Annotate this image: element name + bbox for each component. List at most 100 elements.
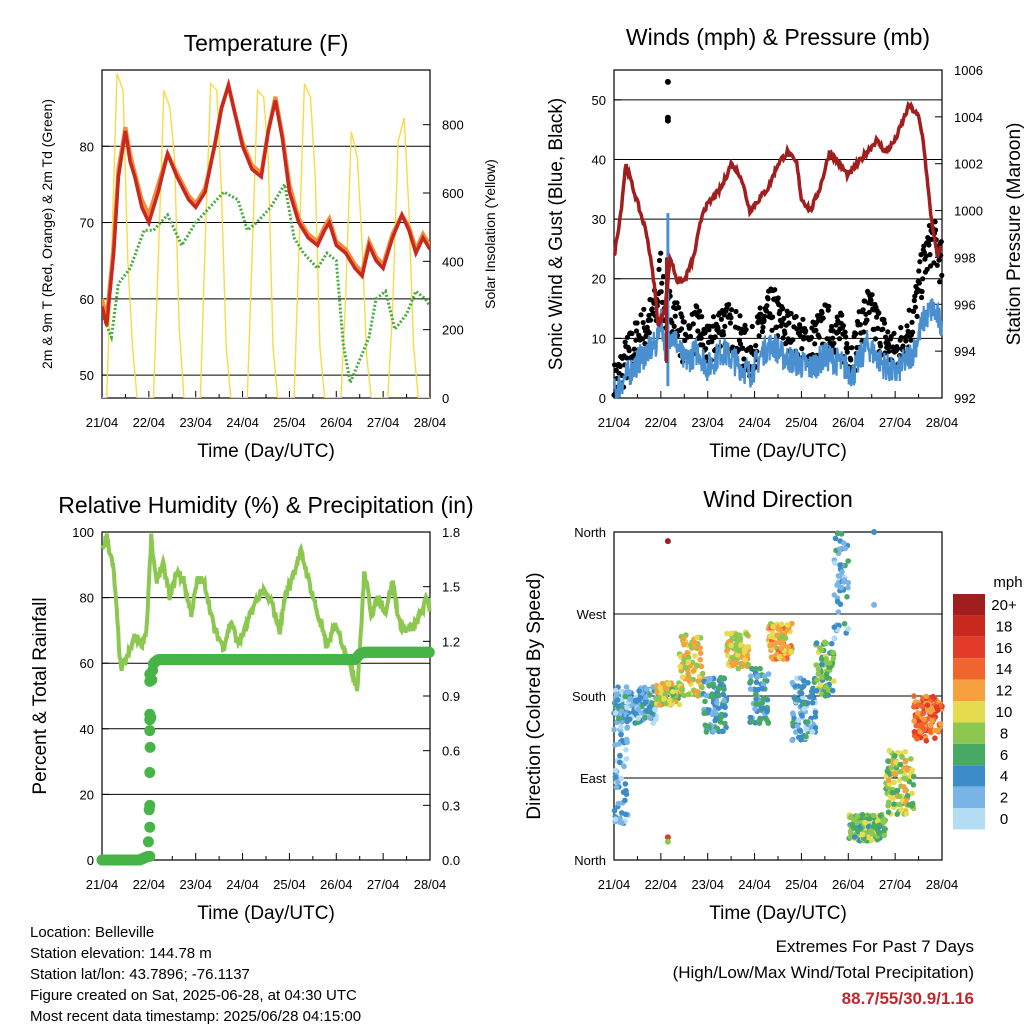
- temp-ytick-label: 80: [80, 139, 94, 154]
- gust-point: [733, 308, 739, 315]
- wdir-xtick-label: 25/04: [785, 877, 818, 892]
- gust-point: [936, 257, 942, 263]
- gust-point: [829, 323, 835, 330]
- gust-point: [830, 335, 836, 341]
- gust-point: [849, 345, 855, 351]
- wdir-point: [681, 656, 687, 663]
- winds-xtick-label: 22/04: [645, 415, 678, 430]
- wdir-point: [898, 807, 905, 813]
- wdir-point: [617, 752, 623, 759]
- wdir-point: [718, 714, 724, 721]
- wdir-point: [785, 644, 791, 650]
- temp-xtick-label: 27/04: [367, 415, 400, 430]
- station-elevation: Station elevation: 144.78 m: [30, 945, 212, 962]
- gust-point: [886, 348, 892, 354]
- wdir-point: [623, 684, 630, 690]
- colorbar-swatch: [953, 808, 985, 830]
- wdir-point: [909, 802, 915, 809]
- gust-point: [698, 335, 704, 341]
- gust-point: [682, 337, 688, 344]
- wdir-point: [722, 720, 728, 727]
- precip-point: [144, 725, 156, 737]
- gust-point: [740, 345, 746, 351]
- wdir-point: [715, 705, 722, 711]
- colorbar-label: 12: [996, 683, 1013, 700]
- wdir-point: [841, 579, 847, 585]
- gust-point: [909, 319, 915, 325]
- wdir-point: [684, 649, 691, 656]
- wdir-point: [819, 674, 825, 681]
- gust-point: [797, 332, 803, 338]
- gust-point: [891, 330, 897, 336]
- temp-y2tick-label: 0: [442, 391, 449, 406]
- wdir-point: [656, 694, 662, 701]
- wdir-point: [888, 764, 895, 771]
- wdir-point: [622, 693, 628, 700]
- wdir-point: [910, 782, 917, 788]
- wdir-point: [612, 742, 618, 748]
- wdir-point: [823, 640, 829, 647]
- winds-y2tick-label: 1006: [954, 63, 983, 78]
- wdir-point: [870, 812, 877, 819]
- gust-point: [820, 315, 826, 321]
- rh-ytick-label: 100: [72, 525, 94, 540]
- wdir-outlier: [664, 838, 671, 845]
- wdir-point: [699, 684, 705, 691]
- wdir-ytick-label: East: [580, 771, 606, 786]
- gust-point: [894, 346, 901, 352]
- wdir-point: [813, 662, 819, 668]
- gust-point: [914, 313, 920, 319]
- wdir-point: [710, 681, 717, 688]
- wdir-point: [798, 690, 805, 697]
- wdir-point: [752, 691, 759, 698]
- winds-title: Winds (mph) & Pressure (mb): [626, 24, 930, 50]
- gust-point: [903, 338, 909, 344]
- wdir-point: [619, 820, 625, 826]
- wdir-point: [897, 768, 904, 775]
- wdir-point: [694, 663, 700, 669]
- gust-point: [780, 335, 786, 341]
- wdir-point: [737, 636, 744, 642]
- gust-point: [631, 346, 637, 352]
- wdir-point: [765, 719, 771, 725]
- rh-ytick-label: 40: [80, 722, 94, 737]
- rh-series-precip: [96, 646, 435, 866]
- colorbar-label: 8: [1000, 725, 1008, 742]
- temp-y2tick-label: 200: [442, 323, 464, 338]
- wdir-point: [752, 706, 758, 712]
- wdir-point: [839, 569, 845, 575]
- wdir-point: [927, 722, 934, 729]
- gust-point: [866, 309, 872, 315]
- wdir-point: [681, 692, 687, 699]
- temp-y2label: Solar Insolation (Yellow): [482, 159, 498, 309]
- wdir-point: [685, 654, 692, 661]
- rh-xtick-label: 23/04: [179, 877, 212, 892]
- gust-point: [808, 334, 815, 340]
- wdir-point: [797, 728, 804, 734]
- gust-point: [925, 235, 931, 241]
- wdir-point: [706, 683, 712, 689]
- wdir-point: [851, 834, 858, 840]
- temp-series-dewpoint: [102, 180, 430, 388]
- colorbar-swatch: [953, 594, 985, 616]
- colorbar-label: 18: [996, 618, 1013, 635]
- wdir-point: [815, 666, 822, 673]
- wdir-point: [932, 735, 938, 741]
- wdir-point: [665, 681, 672, 687]
- winds-y2tick-label: 992: [954, 391, 976, 406]
- wdir-point: [885, 799, 892, 805]
- gust-point: [788, 310, 794, 317]
- wdir-ylabel: Direction (Colored By Speed): [524, 572, 545, 819]
- gust-point: [649, 306, 655, 312]
- colorbar-swatch: [953, 679, 985, 701]
- wdir-point: [845, 558, 851, 564]
- wdir-point: [761, 673, 768, 679]
- wdir-point: [676, 701, 683, 708]
- wdir-point: [635, 719, 641, 726]
- wdir-point: [724, 648, 730, 654]
- gust-point: [658, 250, 664, 256]
- wdir-point: [838, 584, 845, 591]
- wdir-point: [803, 726, 810, 732]
- wdir-point: [902, 759, 909, 765]
- wdir-point: [911, 729, 918, 735]
